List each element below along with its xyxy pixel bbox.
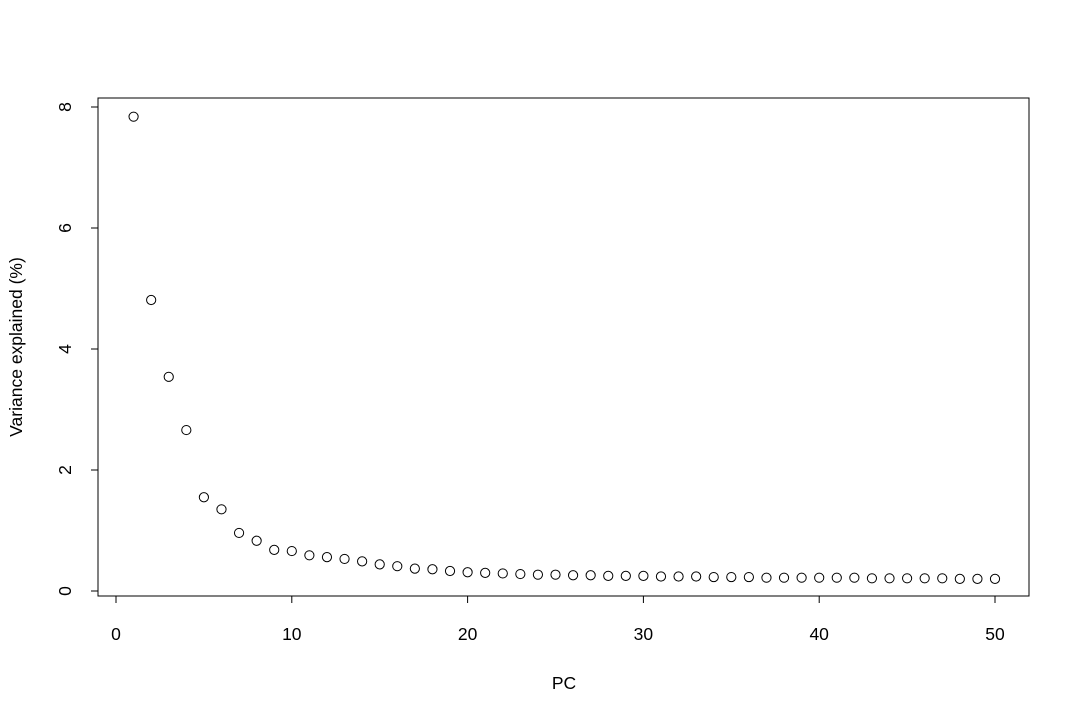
y-tick-label: 0 — [55, 586, 75, 596]
data-point-pc-13 — [339, 553, 350, 565]
data-point-pc-25 — [550, 569, 561, 580]
data-point-pc-48 — [954, 573, 965, 585]
data-point-pc-30 — [638, 570, 649, 581]
y-tick-label: 4 — [55, 344, 75, 354]
data-point-pc-23 — [515, 568, 526, 580]
data-point-pc-10 — [286, 545, 297, 557]
data-point-pc-49 — [972, 573, 983, 585]
y-tick-label: 6 — [55, 223, 75, 233]
x-axis-label: PC — [552, 673, 576, 693]
data-point-pc-15 — [374, 559, 385, 570]
data-point-pc-2 — [146, 294, 157, 306]
data-point-pc-37 — [761, 572, 772, 583]
data-point-pc-5 — [198, 492, 209, 503]
y-axis: 0 2 4 6 8 — [55, 102, 99, 596]
data-point-pc-43 — [866, 573, 878, 584]
data-point-pc-41 — [831, 572, 842, 583]
data-point-pc-38 — [778, 572, 790, 583]
data-point-pc-45 — [902, 573, 913, 584]
data-points — [128, 111, 1001, 585]
data-point-pc-39 — [796, 572, 807, 583]
x-tick-label: 10 — [282, 624, 302, 644]
plot-frame — [97, 97, 1030, 597]
data-point-pc-32 — [673, 571, 684, 582]
y-tick-label: 2 — [55, 465, 75, 475]
data-point-pc-34 — [708, 571, 719, 583]
data-point-pc-1 — [128, 111, 139, 122]
x-tick-label: 40 — [809, 624, 829, 644]
x-tick-label: 20 — [458, 624, 478, 644]
data-point-pc-8 — [251, 535, 262, 546]
data-point-pc-27 — [585, 570, 596, 581]
data-point-pc-12 — [321, 552, 333, 563]
data-point-pc-3 — [163, 371, 174, 382]
x-tick-label: 50 — [985, 624, 1005, 644]
data-point-pc-28 — [603, 570, 614, 581]
y-axis-label: Variance explained (%) — [6, 257, 26, 437]
data-point-pc-40 — [814, 572, 825, 583]
data-point-pc-4 — [181, 424, 192, 436]
x-tick-label: 30 — [634, 624, 654, 644]
data-point-pc-36 — [743, 571, 754, 583]
data-point-pc-7 — [233, 527, 245, 539]
data-point-pc-26 — [567, 570, 579, 581]
x-axis: 0 10 20 30 40 50 — [111, 595, 1005, 644]
data-point-pc-50 — [989, 573, 1001, 585]
data-point-pc-16 — [392, 561, 403, 572]
y-tick-label: 8 — [55, 102, 75, 112]
data-point-pc-35 — [726, 571, 737, 583]
data-point-pc-31 — [655, 571, 667, 582]
data-point-pc-33 — [691, 571, 702, 582]
data-point-pc-14 — [357, 556, 368, 567]
data-point-pc-29 — [620, 570, 631, 581]
data-point-pc-20 — [462, 567, 473, 578]
data-point-pc-11 — [304, 550, 315, 561]
data-point-pc-44 — [884, 573, 895, 584]
data-point-pc-6 — [216, 504, 227, 515]
data-point-pc-42 — [849, 572, 860, 583]
data-point-pc-9 — [269, 544, 280, 555]
data-point-pc-21 — [480, 567, 491, 578]
data-point-pc-22 — [497, 568, 508, 579]
data-point-pc-47 — [937, 573, 948, 584]
data-point-pc-18 — [427, 564, 438, 575]
data-point-pc-46 — [919, 573, 930, 584]
data-point-pc-24 — [532, 569, 544, 580]
x-tick-label: 0 — [111, 624, 121, 644]
data-point-pc-17 — [409, 563, 420, 574]
data-point-pc-19 — [444, 565, 456, 577]
